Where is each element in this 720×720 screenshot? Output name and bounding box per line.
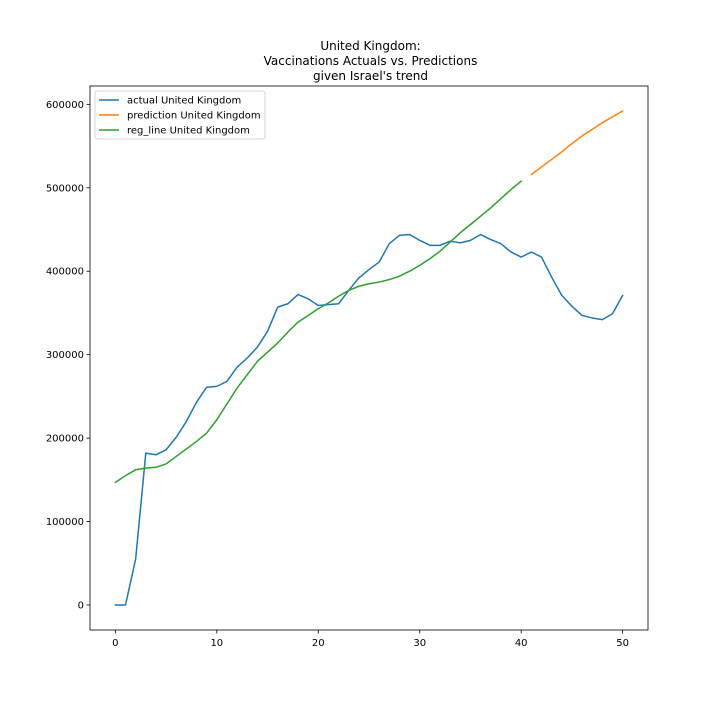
legend-label-0: actual United Kingdom [127,96,241,107]
y-tick-label: 0 [78,600,84,611]
y-tick-label: 300000 [46,350,84,361]
y-tick-label: 400000 [46,267,84,278]
y-tick-label: 200000 [46,434,84,445]
series-line-2 [114,180,523,484]
y-axis: 0 100000 200000 300000 400000 500000 600000 [46,100,90,611]
x-tick-label: 50 [616,638,629,649]
x-tick-label: 30 [413,638,426,649]
x-tick-label: 40 [515,638,528,649]
x-tick-label: 10 [210,638,223,649]
chart-title-line-3: given Israel's trend [313,69,428,83]
chart-title: United Kingdom: Vaccinations Actuals vs.… [264,39,478,83]
legend: actual United Kingdom prediction United K… [94,90,266,140]
series-line-0 [114,233,624,606]
y-tick-label: 500000 [46,183,84,194]
legend-box [94,90,266,140]
legend-label-1: prediction United Kingdom [127,111,261,122]
x-tick-label: 0 [112,638,118,649]
x-tick-label: 20 [312,638,325,649]
y-tick-label: 100000 [46,517,84,528]
plot-series [114,110,624,606]
legend-label-2: reg_line United Kingdom [127,126,250,137]
x-axis: 0 10 20 30 40 50 [112,630,629,649]
y-tick-label: 600000 [46,100,84,111]
chart-title-line-1: United Kingdom: [320,39,420,53]
series-line-1 [530,110,624,176]
chart-title-line-2: Vaccinations Actuals vs. Predictions [264,54,478,68]
plot-frame [89,85,649,631]
